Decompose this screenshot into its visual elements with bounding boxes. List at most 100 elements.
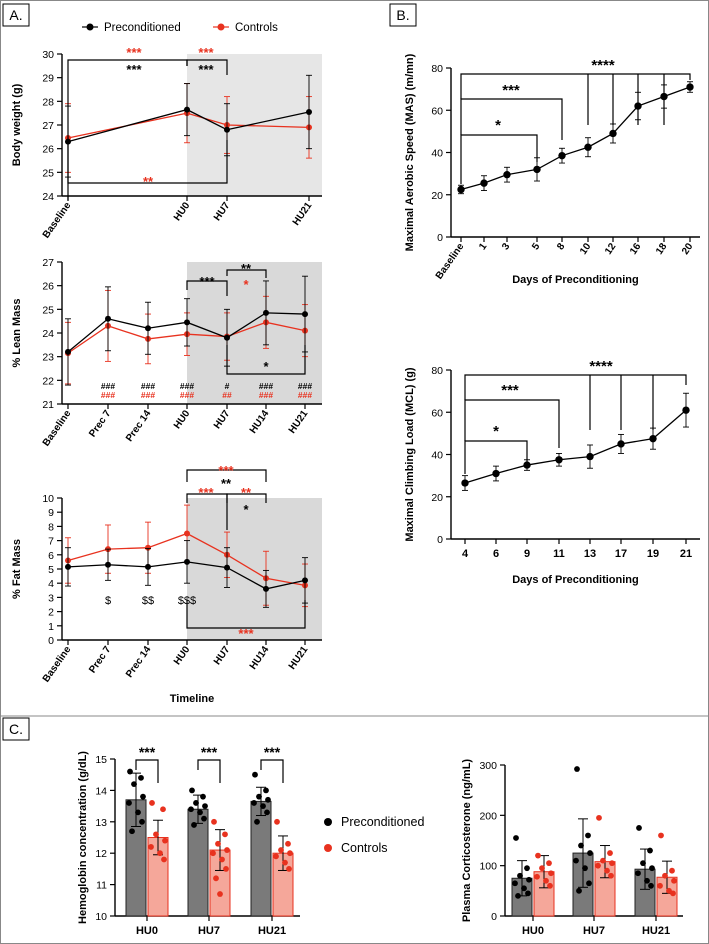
significance-stars: *** (126, 45, 142, 60)
significance-hash-ctl: ## (222, 390, 232, 400)
x-tick-label: HU7 (198, 925, 220, 937)
y-tick-label: 10 (95, 911, 107, 923)
y-tick-label: 27 (42, 120, 54, 132)
y-axis-label: Maximal Aerobic Speed (MAS) (m/mn) (404, 53, 416, 251)
mas-point (584, 143, 592, 151)
significance-hash-ctl: ### (298, 390, 312, 400)
x-tick-label: HU14 (248, 408, 272, 436)
preconditioned-data-point (513, 835, 519, 841)
y-tick-label: 26 (42, 281, 54, 293)
x-axis-label: Days of Preconditioning (512, 274, 639, 286)
legend-label-preconditioned: Preconditioned (104, 22, 181, 34)
preconditioned-data-point (648, 882, 654, 889)
preconditioned-point (224, 334, 230, 341)
shaded-region (187, 54, 322, 196)
controls-data-point (153, 831, 159, 838)
x-tick-label: 5 (530, 241, 542, 252)
y-axis-label: Hemoglobin concentration (g/dL) (77, 751, 89, 924)
y-tick-label: 7 (48, 536, 54, 548)
controls-data-point (546, 860, 552, 867)
preconditioned-data-point (188, 806, 194, 813)
controls-data-point (273, 853, 279, 860)
preconditioned-point (65, 563, 71, 570)
significance-stars: *** (501, 382, 519, 399)
y-tick-label: 25 (42, 304, 54, 316)
x-tick-label: 19 (647, 548, 659, 560)
x-tick-label: HU21 (287, 408, 311, 436)
significance-stars: ** (241, 261, 252, 276)
significance-stars: *** (218, 463, 234, 478)
preconditioned-bar (187, 808, 209, 917)
mcl-point (492, 469, 500, 478)
preconditioned-data-point (265, 796, 271, 803)
y-axis-label: % Lean Mass (11, 298, 23, 367)
preconditioned-data-point (524, 865, 530, 872)
y-tick-label: 300 (479, 760, 497, 772)
significance-bracket (464, 374, 687, 400)
controls-data-point (217, 891, 223, 897)
preconditioned-point (105, 561, 111, 568)
y-tick-label: 10 (42, 493, 54, 505)
significance-stars: *** (199, 274, 215, 289)
y-tick-label: 3 (48, 592, 54, 604)
y-tick-label: 23 (42, 352, 54, 364)
x-tick-label: 8 (555, 241, 567, 252)
x-tick-label: Prec 7 (87, 408, 113, 439)
preconditioned-data-point (521, 885, 527, 892)
significance-stars: **** (589, 358, 613, 375)
controls-point (184, 530, 190, 537)
preconditioned-point (184, 558, 190, 565)
y-tick-label: 9 (48, 507, 54, 519)
y-tick-label: 11 (96, 880, 107, 892)
x-tick-label: HU0 (172, 408, 193, 431)
controls-data-point (539, 865, 545, 872)
x-axis-label: Timeline (170, 693, 214, 705)
significance-stars: **** (591, 57, 615, 74)
significance-bracket (67, 59, 188, 200)
significance-bracket (464, 440, 528, 474)
mcl-point (523, 461, 531, 469)
y-tick-label: 13 (95, 817, 107, 829)
preconditioned-data-point (254, 818, 260, 825)
preconditioned-point (263, 585, 269, 592)
mcl-point (555, 456, 563, 464)
y-tick-label: 20 (431, 492, 443, 504)
mas-point (457, 185, 465, 194)
y-tick-label: 24 (42, 191, 54, 203)
preconditioned-data-point (252, 771, 258, 778)
y-tick-label: 60 (431, 407, 443, 419)
controls-data-point (669, 867, 675, 874)
legend-marker-preconditioned (324, 818, 332, 826)
preconditioned-data-point (251, 800, 257, 806)
y-tick-label: 40 (431, 148, 443, 160)
significance-dollar: $$ (142, 595, 154, 607)
significance-stars: *** (198, 45, 214, 60)
significance-bracket (464, 399, 560, 448)
x-tick-label: HU7 (212, 200, 233, 223)
y-tick-label: 22 (42, 375, 54, 387)
mcl-point (586, 452, 594, 461)
preconditioned-point (105, 315, 111, 322)
significance-stars: ** (241, 485, 252, 500)
mcl-point (649, 434, 657, 443)
y-tick-label: 2 (48, 607, 54, 619)
y-tick-label: 8 (48, 521, 54, 533)
controls-data-point (223, 866, 229, 872)
controls-data-point (595, 862, 601, 869)
preconditioned-data-point (636, 825, 642, 831)
mas-point (686, 83, 694, 91)
controls-data-point (161, 856, 167, 863)
significance-bracket (197, 759, 221, 783)
preconditioned-data-point (644, 877, 650, 884)
controls-data-point (658, 832, 664, 839)
panel-label: C. (9, 721, 23, 737)
preconditioned-data-point (649, 865, 655, 872)
significance-hash-pre: ### (141, 381, 155, 391)
mas-point (558, 151, 566, 160)
mas-line (460, 86, 691, 191)
y-tick-label: 28 (42, 96, 54, 108)
significance-stars: *** (502, 82, 520, 99)
x-tick-label: 10 (578, 241, 594, 257)
x-tick-label: HU0 (136, 925, 158, 937)
significance-stars: *** (198, 485, 214, 500)
